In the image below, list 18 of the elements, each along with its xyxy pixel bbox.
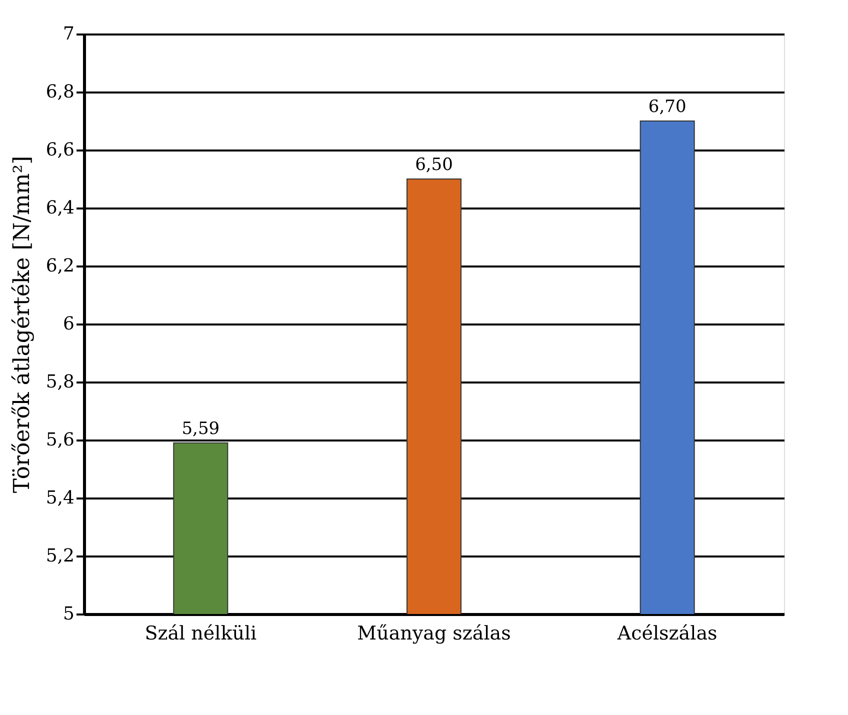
data-label: 6,50 [415,155,453,175]
x-tick-label: Műanyag szálas [357,622,511,644]
y-tick-label: 6,6 [46,140,74,160]
y-tick-label: 6,4 [46,198,74,218]
data-label: 5,59 [182,418,220,439]
y-tick-label: 5,4 [46,488,74,508]
x-tick-label: Szál nélküli [144,622,257,644]
y-tick-label: 6,2 [46,256,74,276]
y-tick-label: 7 [63,24,74,44]
y-axis-title: Törőerők átlagértéke [N/mm²] [10,156,35,494]
x-tick-label: Acélszálas [616,622,718,644]
y-tick-label: 6,8 [46,82,74,102]
y-tick-label: 5,8 [46,372,74,392]
y-tick-label: 6 [63,314,74,334]
y-tick-label: 5 [63,604,74,624]
y-tick-label: 5,2 [46,546,74,566]
data-label: 6,70 [648,97,686,117]
y-tick-label: 5,6 [46,430,74,450]
